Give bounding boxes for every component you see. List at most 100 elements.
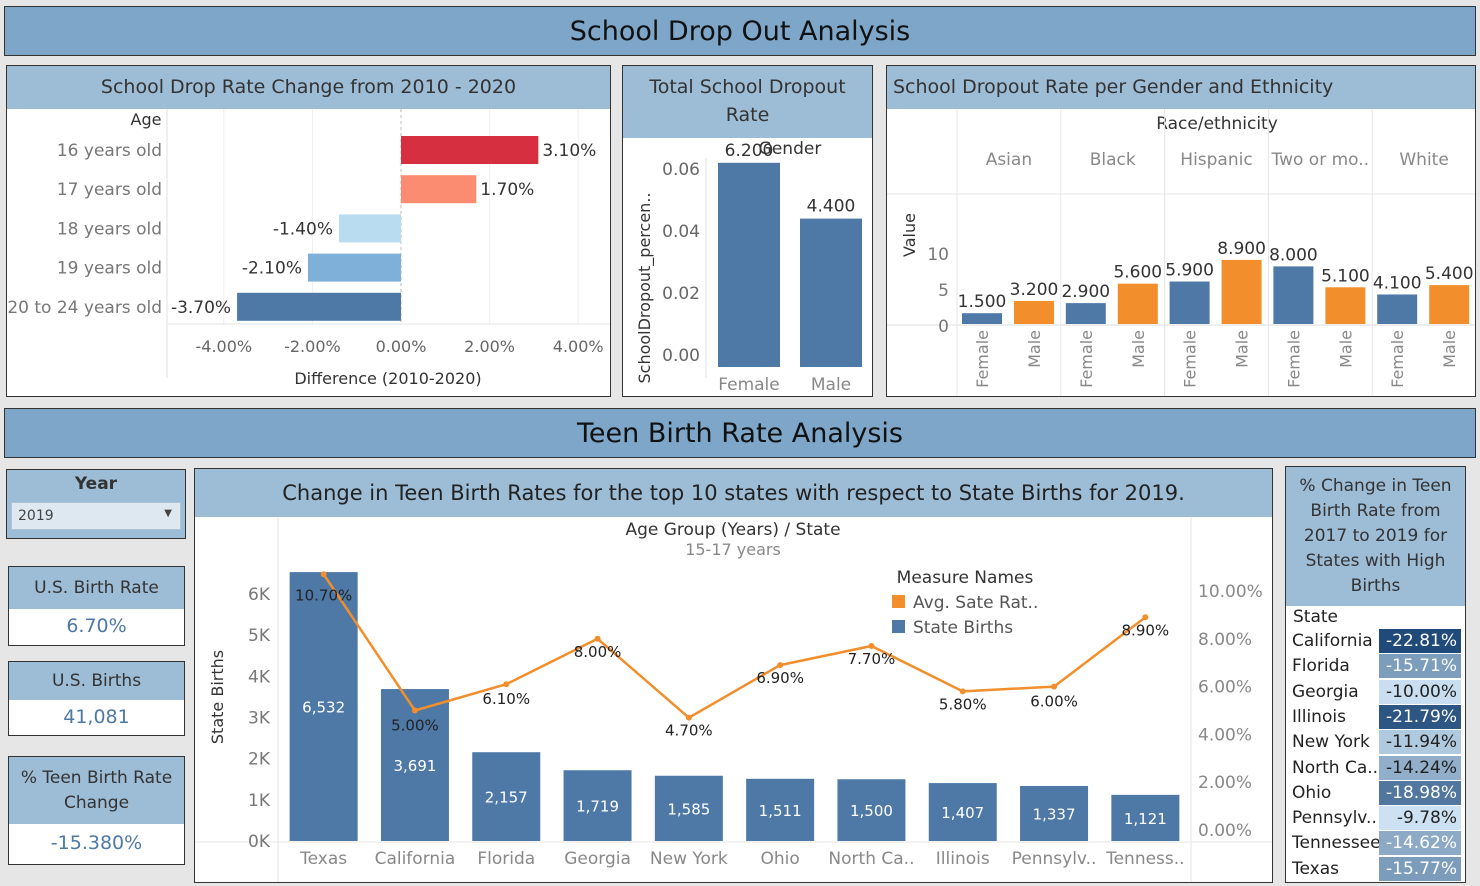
bar-value-label: 6.200: [725, 141, 774, 161]
bar-value-label: 5.400: [1425, 264, 1474, 284]
category-label: Pennsylv..: [1012, 849, 1097, 869]
table-row: New York -11.94%: [1290, 730, 1461, 755]
table-change: -22.81%: [1379, 629, 1461, 653]
x-tick-label: -4.00%: [195, 337, 252, 356]
bar: [1169, 281, 1210, 324]
bar-value-label: 1,719: [576, 798, 619, 816]
table-change: -14.62%: [1379, 831, 1461, 856]
table-state: Tennessee: [1292, 833, 1381, 854]
dropout-banner: School Drop Out Analysis: [4, 6, 1476, 56]
birth-rate-kpi: U.S. Birth Rate 6.70%: [8, 566, 185, 646]
table-change: -10.00%: [1379, 679, 1461, 704]
table-row: North Ca.. -14.24%: [1290, 755, 1461, 781]
category-label: California: [375, 849, 456, 869]
line-value-label: 5.00%: [391, 717, 439, 735]
bar-value-label: 1,407: [941, 804, 984, 822]
bar: [928, 783, 997, 841]
table-change: -21.79%: [1379, 704, 1461, 729]
table-change: -18.98%: [1379, 780, 1461, 805]
table-change: -15.77%: [1379, 856, 1461, 881]
table-state: Georgia: [1292, 681, 1359, 702]
x-tick-label: -2.00%: [284, 337, 341, 356]
y-tick-label: 4K: [248, 667, 271, 687]
bar: [837, 779, 906, 841]
table-row: Pennsylv.. -9.78%: [1290, 806, 1461, 831]
chevron-down-icon[interactable]: ▼: [164, 508, 172, 519]
x-axis-title: Difference (2010-2020): [294, 369, 481, 388]
births-kpi-value: 41,081: [63, 705, 130, 728]
group-label: White: [1399, 150, 1448, 170]
group-label: Asian: [986, 150, 1032, 170]
line-point: [685, 714, 692, 721]
drop-rate-change-title: School Drop Rate Change from 2010 - 2020: [7, 66, 610, 109]
bar: [1429, 285, 1470, 324]
legend-label-avg: Avg. Sate Rat..: [913, 593, 1038, 613]
column-header-race: Race/ethnicity: [1156, 114, 1278, 134]
table-change: -11.94%: [1379, 730, 1461, 755]
group-label: Hispanic: [1180, 150, 1252, 170]
category-label: Georgia: [564, 849, 631, 869]
bar: [401, 175, 477, 204]
bar: [1221, 259, 1262, 324]
line-point: [411, 707, 418, 714]
bar-value-label: 6,532: [302, 699, 345, 717]
table-state: Texas: [1292, 858, 1339, 879]
bar: [962, 313, 1002, 324]
y-axis-title: Value: [900, 213, 919, 257]
total-dropout-panel: Total School Dropout Rate Gender 0.00 0.02…: [622, 65, 873, 397]
subcategory-label: Male: [1129, 330, 1148, 368]
y-tick-label: 5: [938, 281, 949, 301]
bar-value-label: 1.500: [958, 292, 1007, 312]
y-axis-title: SchoolDropout_percen..: [635, 193, 655, 384]
teen-birth-title: Change in Teen Birth Rates for the top 1…: [195, 469, 1272, 517]
bar-value-label: 1,337: [1033, 805, 1076, 823]
bar: [237, 292, 401, 321]
legend-swatch-avg: [892, 595, 905, 608]
births-kpi-title: U.S. Births: [9, 662, 184, 700]
bar: [718, 162, 780, 367]
group-label: Black: [1090, 150, 1136, 170]
y-tick-label: 0.06: [662, 160, 700, 180]
category-label: 19 years old: [57, 259, 162, 279]
bar: [746, 778, 815, 841]
subcategory-label: Female: [973, 330, 992, 388]
subcategory-label: Male: [1336, 330, 1355, 368]
gender-ethnicity-chart: Race/ethnicity 0 5 10 Value Asian 1.500 Female 3…: [887, 109, 1475, 396]
bar: [1273, 266, 1314, 324]
group-label: Two or mo..: [1271, 150, 1370, 170]
y2-tick-label: 0.00%: [1198, 821, 1252, 841]
table-state: California: [1292, 631, 1373, 651]
state-change-table-title: % Change in Teen Birth Rate from 2017 to…: [1286, 467, 1465, 606]
bar-value-label: 8.000: [1269, 245, 1318, 265]
line-series: [322, 573, 1147, 720]
line-point: [777, 662, 784, 669]
subcategory-label: Female: [1181, 330, 1200, 388]
year-filter: Year 2019 ▼: [6, 469, 186, 539]
drop-rate-change-panel: School Drop Rate Change from 2010 - 2020…: [6, 65, 611, 397]
line-point: [1142, 614, 1149, 621]
y-tick-label: 2K: [248, 750, 271, 770]
line-value-label: 7.70%: [848, 650, 896, 668]
legend-title: Measure Names: [897, 568, 1034, 588]
category-label: North Ca..: [828, 849, 914, 869]
table-row: Texas -15.77%: [1290, 856, 1461, 882]
bar-value-label: 3,691: [393, 757, 436, 775]
year-select[interactable]: 2019 ▼: [11, 502, 181, 530]
table-row: Ohio -18.98%: [1290, 780, 1461, 806]
line-point: [320, 571, 327, 578]
subcategory-label: Male: [1233, 330, 1252, 368]
teen-birth-change-kpi-value: -15.380%: [50, 832, 143, 854]
y-tick-label: 0.00: [662, 346, 700, 366]
bar: [1065, 303, 1106, 324]
table-row: Florida -15.71%: [1290, 654, 1461, 679]
teen-banner: Teen Birth Rate Analysis: [4, 408, 1476, 458]
category-label: 20 to 24 years old: [7, 298, 162, 318]
year-select-value: 2019: [18, 508, 54, 524]
line-point: [1051, 683, 1058, 690]
y2-tick-label: 8.00%: [1198, 630, 1252, 650]
bar-value-label: 1,500: [850, 802, 893, 820]
bar: [1020, 785, 1089, 841]
bar: [1377, 294, 1418, 324]
drop-rate-change-chart: -4.00% -2.00% 0.00% 2.00% 4.00% Age Difference…: [7, 109, 610, 388]
state-change-table-panel: % Change in Teen Birth Rate from 2017 to…: [1285, 466, 1466, 883]
